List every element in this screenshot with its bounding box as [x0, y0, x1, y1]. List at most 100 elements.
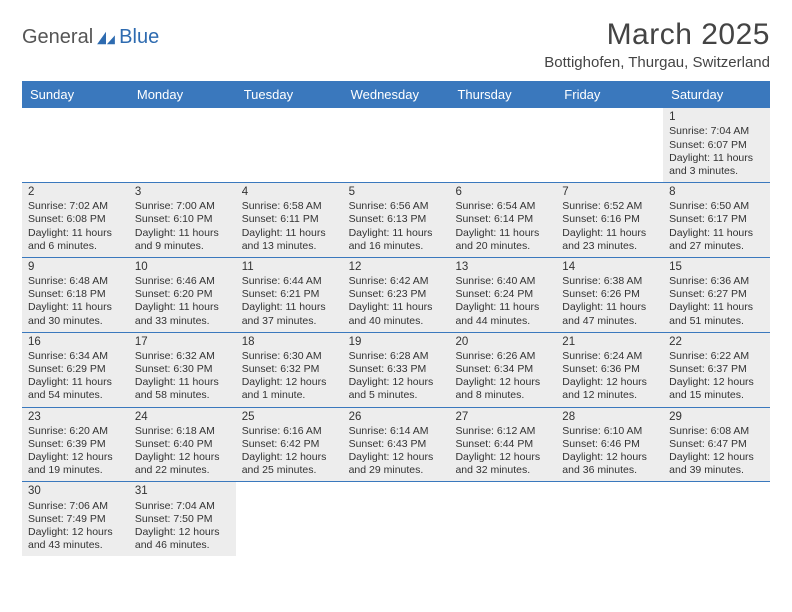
logo-text-blue: Blue	[119, 26, 159, 49]
sunset-text: Sunset: 6:18 PM	[28, 288, 123, 301]
sunrise-text: Sunrise: 6:16 AM	[242, 425, 337, 438]
calendar-cell: 13Sunrise: 6:40 AMSunset: 6:24 PMDayligh…	[449, 258, 556, 332]
day-number: 29	[669, 410, 764, 424]
day-number: 3	[135, 185, 230, 199]
day-number: 2	[28, 185, 123, 199]
calendar-cell: 11Sunrise: 6:44 AMSunset: 6:21 PMDayligh…	[236, 258, 343, 332]
sunrise-text: Sunrise: 6:48 AM	[28, 275, 123, 288]
title-block: March 2025 Bottighofen, Thurgau, Switzer…	[544, 18, 770, 71]
day-number: 1	[669, 110, 764, 124]
calendar-row: 16Sunrise: 6:34 AMSunset: 6:29 PMDayligh…	[22, 333, 770, 408]
calendar-cell: 19Sunrise: 6:28 AMSunset: 6:33 PMDayligh…	[343, 333, 450, 407]
sunrise-text: Sunrise: 6:44 AM	[242, 275, 337, 288]
sunset-text: Sunset: 6:36 PM	[562, 363, 657, 376]
month-title: March 2025	[544, 18, 770, 52]
calendar-cell: 26Sunrise: 6:14 AMSunset: 6:43 PMDayligh…	[343, 408, 450, 482]
sunset-text: Sunset: 6:20 PM	[135, 288, 230, 301]
sunset-text: Sunset: 6:07 PM	[669, 139, 764, 152]
day-number: 4	[242, 185, 337, 199]
calendar-body: 1Sunrise: 7:04 AMSunset: 6:07 PMDaylight…	[22, 108, 770, 556]
calendar-cell: 4Sunrise: 6:58 AMSunset: 6:11 PMDaylight…	[236, 183, 343, 257]
sunset-text: Sunset: 6:17 PM	[669, 213, 764, 226]
header: General Blue March 2025 Bottighofen, Thu…	[22, 18, 770, 71]
daylight-text: Daylight: 12 hours and 15 minutes.	[669, 376, 764, 402]
sunrise-text: Sunrise: 6:38 AM	[562, 275, 657, 288]
daylight-text: Daylight: 11 hours and 30 minutes.	[28, 301, 123, 327]
sunset-text: Sunset: 6:44 PM	[455, 438, 550, 451]
sunrise-text: Sunrise: 6:32 AM	[135, 350, 230, 363]
day-number: 14	[562, 260, 657, 274]
sunrise-text: Sunrise: 6:56 AM	[349, 200, 444, 213]
day-number: 23	[28, 410, 123, 424]
calendar-cell: 31Sunrise: 7:04 AMSunset: 7:50 PMDayligh…	[129, 482, 236, 556]
calendar-cell: 20Sunrise: 6:26 AMSunset: 6:34 PMDayligh…	[449, 333, 556, 407]
sunrise-text: Sunrise: 6:46 AM	[135, 275, 230, 288]
daylight-text: Daylight: 11 hours and 27 minutes.	[669, 227, 764, 253]
daylight-text: Daylight: 12 hours and 19 minutes.	[28, 451, 123, 477]
calendar-cell	[129, 108, 236, 182]
sunrise-text: Sunrise: 6:08 AM	[669, 425, 764, 438]
daylight-text: Daylight: 12 hours and 46 minutes.	[135, 526, 230, 552]
daylight-text: Daylight: 12 hours and 36 minutes.	[562, 451, 657, 477]
logo-text-general: General	[22, 26, 93, 49]
daylight-text: Daylight: 11 hours and 20 minutes.	[455, 227, 550, 253]
calendar-row: 23Sunrise: 6:20 AMSunset: 6:39 PMDayligh…	[22, 408, 770, 483]
daylight-text: Daylight: 11 hours and 54 minutes.	[28, 376, 123, 402]
daylight-text: Daylight: 11 hours and 16 minutes.	[349, 227, 444, 253]
sunrise-text: Sunrise: 6:52 AM	[562, 200, 657, 213]
location-text: Bottighofen, Thurgau, Switzerland	[544, 54, 770, 71]
calendar-cell: 29Sunrise: 6:08 AMSunset: 6:47 PMDayligh…	[663, 408, 770, 482]
daylight-text: Daylight: 11 hours and 6 minutes.	[28, 227, 123, 253]
calendar-cell: 27Sunrise: 6:12 AMSunset: 6:44 PMDayligh…	[449, 408, 556, 482]
sunrise-text: Sunrise: 6:12 AM	[455, 425, 550, 438]
calendar-cell	[236, 108, 343, 182]
daylight-text: Daylight: 12 hours and 39 minutes.	[669, 451, 764, 477]
calendar-cell: 9Sunrise: 6:48 AMSunset: 6:18 PMDaylight…	[22, 258, 129, 332]
daylight-text: Daylight: 12 hours and 29 minutes.	[349, 451, 444, 477]
day-number: 22	[669, 335, 764, 349]
daylight-text: Daylight: 11 hours and 13 minutes.	[242, 227, 337, 253]
sunset-text: Sunset: 6:33 PM	[349, 363, 444, 376]
weekday-heading: Tuesday	[236, 81, 343, 108]
day-number: 30	[28, 484, 123, 498]
sunrise-text: Sunrise: 6:54 AM	[455, 200, 550, 213]
weekday-heading: Thursday	[449, 81, 556, 108]
weekday-heading: Monday	[129, 81, 236, 108]
day-number: 7	[562, 185, 657, 199]
calendar-cell: 23Sunrise: 6:20 AMSunset: 6:39 PMDayligh…	[22, 408, 129, 482]
calendar-cell	[343, 482, 450, 556]
daylight-text: Daylight: 11 hours and 47 minutes.	[562, 301, 657, 327]
sunset-text: Sunset: 6:39 PM	[28, 438, 123, 451]
sunrise-text: Sunrise: 7:06 AM	[28, 500, 123, 513]
day-number: 16	[28, 335, 123, 349]
sunrise-text: Sunrise: 6:28 AM	[349, 350, 444, 363]
sunset-text: Sunset: 6:43 PM	[349, 438, 444, 451]
day-number: 15	[669, 260, 764, 274]
calendar-cell	[556, 482, 663, 556]
day-number: 13	[455, 260, 550, 274]
calendar-row: 9Sunrise: 6:48 AMSunset: 6:18 PMDaylight…	[22, 258, 770, 333]
daylight-text: Daylight: 11 hours and 40 minutes.	[349, 301, 444, 327]
day-number: 31	[135, 484, 230, 498]
calendar-cell	[22, 108, 129, 182]
calendar-cell: 18Sunrise: 6:30 AMSunset: 6:32 PMDayligh…	[236, 333, 343, 407]
weekday-heading: Wednesday	[343, 81, 450, 108]
day-number: 26	[349, 410, 444, 424]
calendar-cell: 15Sunrise: 6:36 AMSunset: 6:27 PMDayligh…	[663, 258, 770, 332]
calendar-cell	[449, 108, 556, 182]
sunrise-text: Sunrise: 7:04 AM	[669, 125, 764, 138]
sunset-text: Sunset: 6:32 PM	[242, 363, 337, 376]
sunrise-text: Sunrise: 6:30 AM	[242, 350, 337, 363]
sunrise-text: Sunrise: 6:24 AM	[562, 350, 657, 363]
day-number: 10	[135, 260, 230, 274]
sunset-text: Sunset: 7:50 PM	[135, 513, 230, 526]
daylight-text: Daylight: 11 hours and 44 minutes.	[455, 301, 550, 327]
sunrise-text: Sunrise: 6:14 AM	[349, 425, 444, 438]
calendar-cell: 17Sunrise: 6:32 AMSunset: 6:30 PMDayligh…	[129, 333, 236, 407]
daylight-text: Daylight: 11 hours and 3 minutes.	[669, 152, 764, 178]
calendar-cell: 16Sunrise: 6:34 AMSunset: 6:29 PMDayligh…	[22, 333, 129, 407]
sunrise-text: Sunrise: 6:40 AM	[455, 275, 550, 288]
day-number: 17	[135, 335, 230, 349]
daylight-text: Daylight: 11 hours and 9 minutes.	[135, 227, 230, 253]
day-number: 24	[135, 410, 230, 424]
